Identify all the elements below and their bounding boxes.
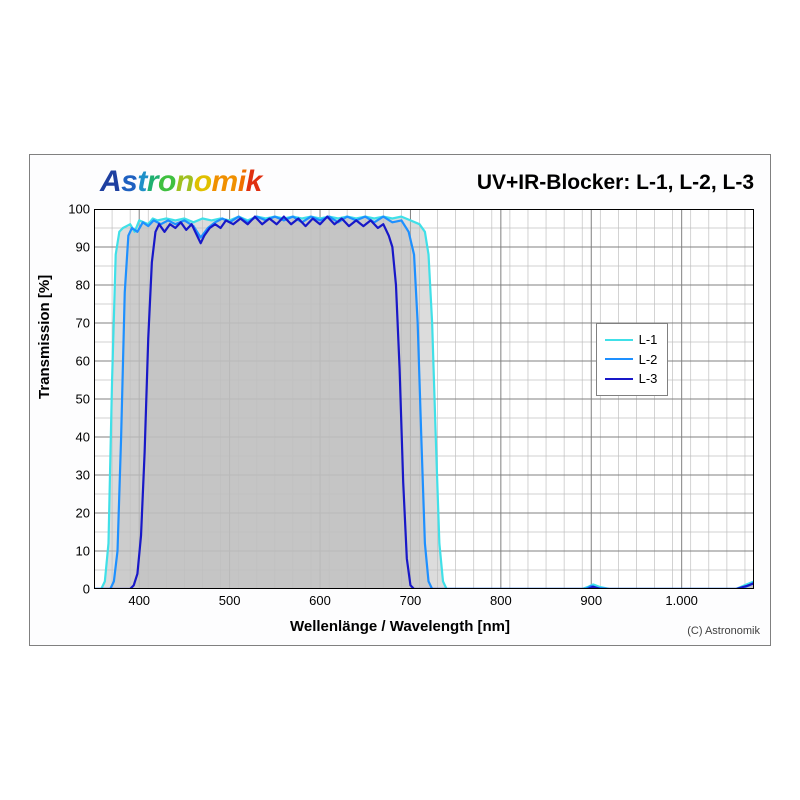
legend-label: L-2: [639, 350, 658, 370]
chart-panel: Astronomik UV+IR-Blocker: L-1, L-2, L-3 …: [29, 154, 771, 646]
y-tick-label: 20: [76, 506, 90, 521]
y-tick-label: 100: [68, 202, 90, 217]
x-axis-label: Wellenlänge / Wavelength [nm]: [30, 618, 770, 635]
legend-item: L-2: [605, 350, 658, 370]
x-tick-label: 800: [490, 593, 512, 608]
legend: L-1L-2L-3: [596, 323, 669, 396]
y-tick-label: 90: [76, 240, 90, 255]
y-tick-label: 80: [76, 278, 90, 293]
x-tick-label: 400: [128, 593, 150, 608]
legend-label: L-3: [639, 369, 658, 389]
x-tick-label: 700: [400, 593, 422, 608]
y-tick-label: 30: [76, 468, 90, 483]
legend-label: L-1: [639, 330, 658, 350]
x-tick-label: 500: [219, 593, 241, 608]
legend-item: L-3: [605, 369, 658, 389]
plot-area: 0102030405060708090100400500600700800900…: [94, 209, 754, 589]
y-tick-label: 0: [83, 582, 90, 597]
x-tick-label: 1.000: [665, 593, 698, 608]
y-tick-label: 70: [76, 316, 90, 331]
y-tick-label: 40: [76, 430, 90, 445]
brand-logo: Astronomik: [100, 165, 262, 199]
legend-swatch: [605, 339, 633, 341]
copyright-text: (C) Astronomik: [687, 625, 760, 637]
y-tick-label: 60: [76, 354, 90, 369]
x-tick-label: 600: [309, 593, 331, 608]
legend-swatch: [605, 378, 633, 380]
x-tick-label: 900: [580, 593, 602, 608]
y-tick-label: 10: [76, 544, 90, 559]
y-axis-label: Transmission [%]: [36, 275, 53, 399]
legend-swatch: [605, 358, 633, 360]
legend-item: L-1: [605, 330, 658, 350]
chart-title: UV+IR-Blocker: L-1, L-2, L-3: [477, 171, 754, 195]
y-tick-label: 50: [76, 392, 90, 407]
page: Astronomik UV+IR-Blocker: L-1, L-2, L-3 …: [0, 0, 800, 800]
